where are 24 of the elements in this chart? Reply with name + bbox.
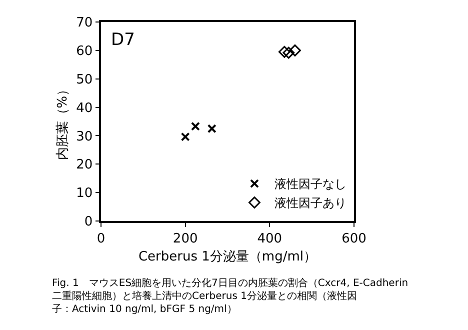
point	[180, 132, 190, 142]
y-tick-label: 70	[76, 16, 93, 31]
legend-label: 液性因子なし	[274, 177, 346, 192]
point	[207, 124, 216, 134]
x-tick-label: 200	[172, 231, 198, 246]
legend-label: 液性因子あり	[274, 196, 346, 210]
point	[282, 46, 295, 59]
y-tick-label: 0	[84, 214, 93, 230]
annotation: D7	[111, 30, 135, 50]
point	[278, 46, 290, 58]
point	[190, 122, 200, 131]
y-tick-label: 30	[76, 129, 93, 144]
x-tick-label: 400	[257, 231, 282, 246]
y-tick-label: 60	[76, 44, 93, 59]
y-axis-title: 内胚葉（%）	[56, 82, 71, 160]
x-tick-label: 0	[96, 231, 106, 246]
y-tick-label: 40	[76, 100, 93, 116]
y-tick-label: 10	[76, 186, 93, 202]
y-tick-label: 50	[76, 72, 93, 88]
x-axis-title: Cerberus 1分泌量（mg/ml）	[138, 249, 317, 264]
y-tick-label: 20	[76, 158, 93, 173]
x-tick-label: 600	[342, 231, 366, 246]
point	[289, 44, 301, 56]
caption: Fig. 1 マウスES細胞を用いた分化7日目の内胚葉の割合（Cxcr4, E-Cadherin二重陽性細胞）と培養上清中のCerberus 1分泌量との相関（液性因子：Activin 10 ng/ml, bFGF 5 ng/ml）	[52, 277, 408, 315]
